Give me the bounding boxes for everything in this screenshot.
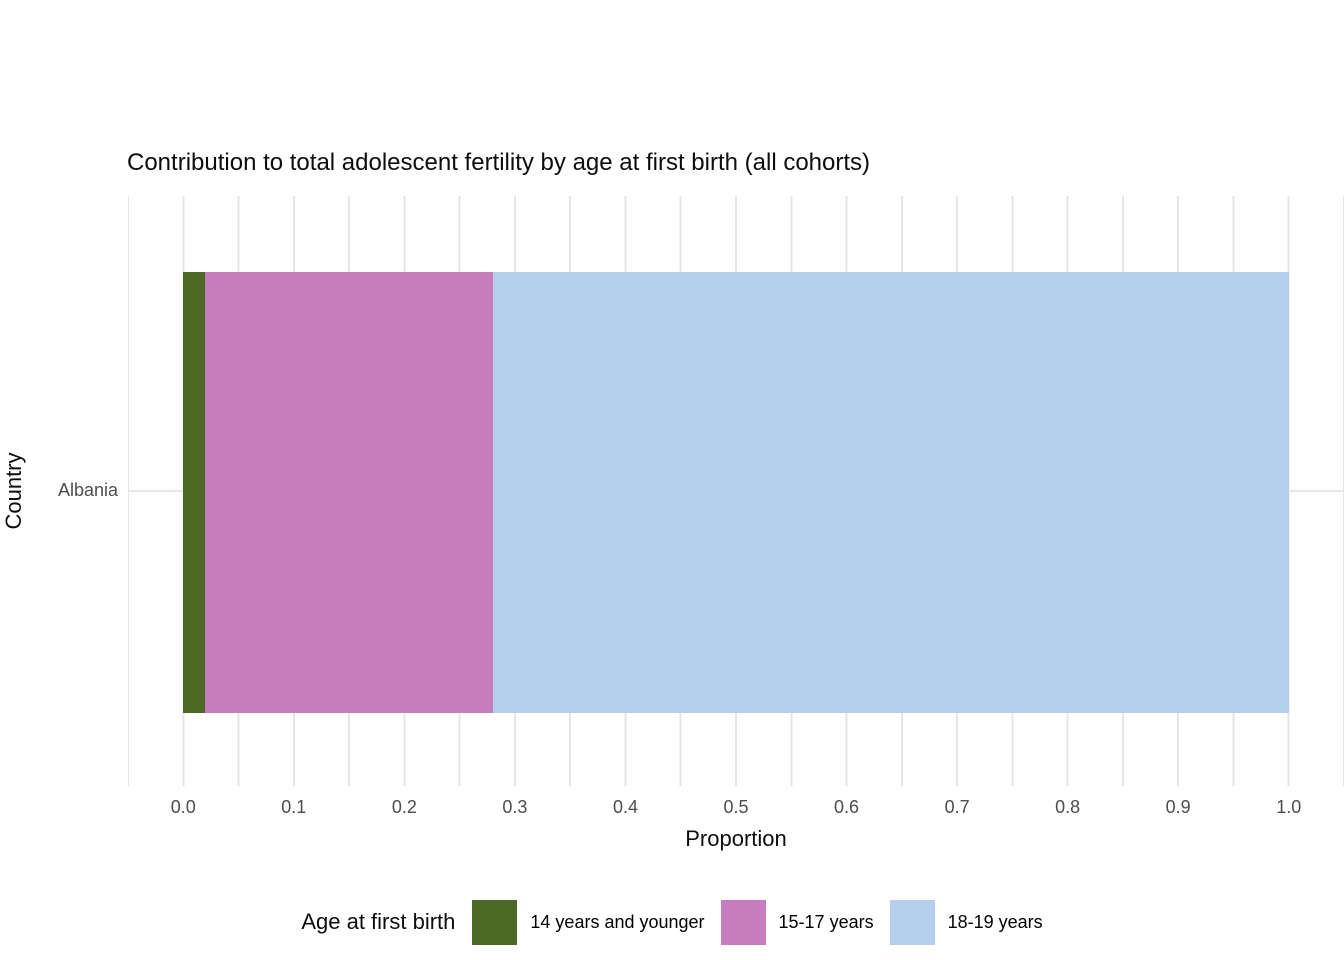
legend-title: Age at first birth [301,909,456,934]
legend-swatch-18-19 [889,899,935,945]
x-tick-label: 0.9 [1165,797,1191,817]
x-tick-label: 0.4 [612,797,638,817]
legend: Age at first birth 14 years and younger … [0,896,1344,948]
x-tick-label: 0.7 [944,797,970,817]
legend-label-18-19: 18-19 years [947,911,1043,932]
bar-segment-18-19 [492,272,1289,713]
legend-item-15-17: 15-17 years [720,899,874,945]
legend-item-18-19: 18-19 years [889,899,1043,945]
x-tick-label: 0.0 [170,797,196,817]
x-tick-label: 0.1 [281,797,307,817]
x-tick-label: 0.8 [1055,797,1081,817]
x-tick-label: 0.3 [502,797,528,817]
x-axis-title: Proportion [685,826,787,851]
bar-segment-15-17 [205,272,493,713]
y-tick-label-albania: Albania [57,480,118,500]
x-tick-label: 0.2 [391,797,417,817]
x-tick-label: 0.6 [834,797,860,817]
x-tick-label: 0.5 [723,797,749,817]
legend-label-15-17: 15-17 years [778,911,874,932]
legend-swatch-14-and-younger [472,899,518,945]
legend-item-14-and-younger: 14 years and younger [472,899,705,945]
bar-segment-14-and-younger [183,272,206,713]
chart-title: Contribution to total adolescent fertili… [127,149,871,176]
legend-label-14-and-younger: 14 years and younger [530,911,705,932]
plot-panel [128,196,1344,786]
legend-swatch-15-17 [720,899,766,945]
x-tick-label: 1.0 [1276,797,1302,817]
y-axis-title: Country [1,452,26,530]
stacked-bar-albania [183,272,1289,713]
x-axis: 0.0 0.1 0.2 0.3 0.4 0.5 0.6 0.7 0.8 0.9 1.0 [128,797,1344,821]
